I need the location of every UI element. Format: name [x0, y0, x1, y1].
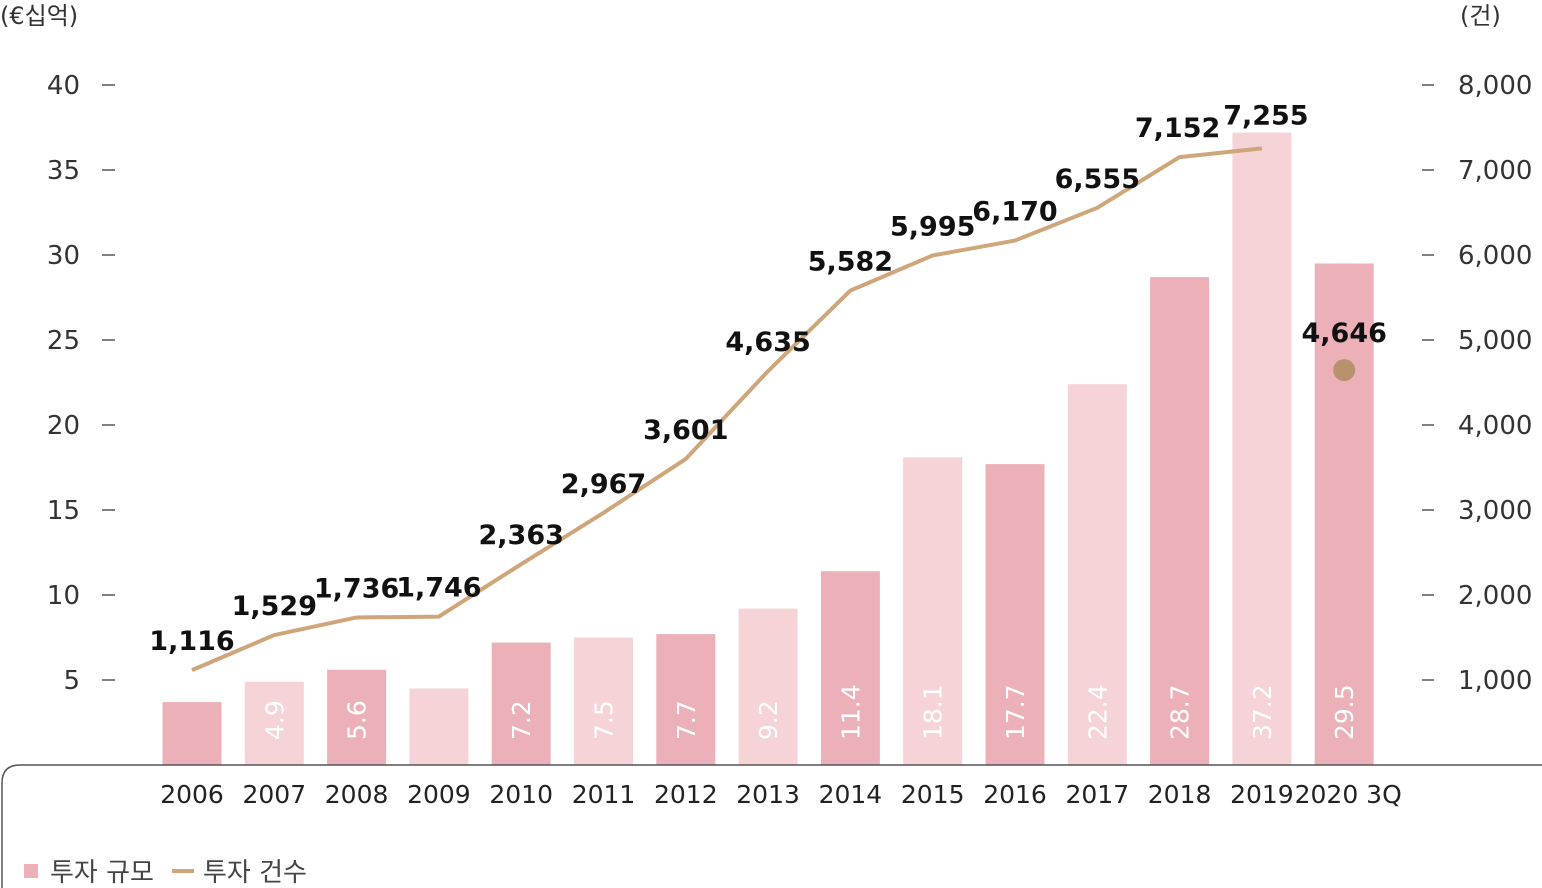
right-tick-label: 8,000 — [1458, 71, 1532, 101]
category-label: 2006 — [160, 780, 224, 809]
line-value-label: 3,601 — [643, 415, 728, 446]
right-axis-unit: (건) — [1460, 2, 1501, 30]
bar-2008 — [327, 669, 387, 765]
bar-value-label: 11.4 — [836, 684, 865, 740]
category-labels: 2006 2007 2008 2009 2010 2011 2012 2013 2014 2015… — [160, 780, 1402, 809]
line-value-label: 2,967 — [561, 469, 646, 500]
axis-baseline — [1, 764, 1542, 888]
bar-value-label: 7.7 — [672, 700, 701, 740]
bar-value-label: 9.2 — [754, 700, 783, 740]
line-value-label: 1,746 — [396, 573, 481, 604]
right-tick-label: 6,000 — [1458, 241, 1532, 271]
bar-2019 — [1232, 132, 1292, 766]
bar-2013 — [738, 608, 798, 765]
line-value-label: 1,529 — [232, 591, 317, 622]
left-tick-label: 25 — [47, 326, 80, 356]
line-value-label: 6,555 — [1055, 164, 1140, 195]
category-label: 2014 — [819, 780, 883, 809]
line-series — [191, 146, 1263, 672]
category-label: 2011 — [572, 780, 636, 809]
category-label: 2010 — [489, 780, 553, 809]
line-value-label: 7,152 — [1135, 113, 1220, 144]
right-tick-label: 2,000 — [1458, 581, 1532, 611]
line-value-label: 7,255 — [1223, 100, 1308, 131]
bar-2020-3Q — [1314, 263, 1374, 765]
bar-2009 — [409, 688, 469, 765]
left-tick-label: 40 — [47, 71, 80, 101]
left-tick-label: 10 — [47, 581, 80, 611]
bar-value-label: 7.2 — [507, 700, 536, 740]
category-label: 2008 — [325, 780, 389, 809]
line-value-label: 1,736 — [314, 573, 399, 604]
category-label: 2020 3Q — [1295, 780, 1402, 809]
category-label: 2007 — [242, 780, 306, 809]
bar-2010 — [491, 642, 551, 765]
right-tick-label: 4,000 — [1458, 411, 1532, 441]
bar-value-label: 37.2 — [1248, 684, 1277, 740]
bar-value-label: 17.7 — [1001, 684, 1030, 740]
bar-value-label: 5.6 — [343, 700, 372, 740]
legend-square-icon — [24, 864, 38, 878]
right-tick-label: 7,000 — [1458, 156, 1532, 186]
bar-value-label: 18.1 — [919, 684, 948, 740]
left-tick-label: 20 — [47, 411, 80, 441]
bar-2006 — [162, 702, 222, 765]
bars-group: 3.74.9 5.64.57.2 7.5 7.7 9.2 11.4 18.1 17.7 22.4… — [162, 132, 1374, 766]
category-label: 2012 — [654, 780, 718, 809]
bar-2017 — [1067, 384, 1127, 765]
bar-2012 — [656, 634, 716, 765]
left-tick-label: 30 — [47, 241, 80, 271]
bar-2018 — [1150, 277, 1210, 765]
left-tick-label: 5 — [63, 666, 80, 696]
bar-2016 — [985, 464, 1045, 765]
line-value-label: 1,116 — [149, 626, 234, 657]
legend-label-line: 투자 건수 — [203, 858, 307, 888]
plot-frame — [1, 764, 1542, 888]
bar-2015 — [903, 457, 963, 765]
category-label: 2015 — [901, 780, 965, 809]
bar-value-label: 22.4 — [1083, 684, 1112, 740]
left-tick-label: 15 — [47, 496, 80, 526]
bar-value-label: 4.5 — [425, 622, 454, 662]
bar-value-label: 29.5 — [1330, 684, 1359, 740]
bar-2007 — [244, 681, 304, 765]
right-axis: 8,000 7,000 6,000 5,000 4,000 3,000 2,000 1,000 — [1422, 71, 1532, 696]
left-axis-unit: (€십억) — [0, 2, 78, 30]
line-point-2020-3q — [1333, 359, 1356, 382]
category-label: 2009 — [407, 780, 471, 809]
category-label: 2019 — [1230, 780, 1294, 809]
legend-label-bars: 투자 규모 — [50, 858, 154, 888]
right-tick-label: 3,000 — [1458, 496, 1532, 526]
category-label: 2016 — [983, 780, 1047, 809]
legend: 투자 규모 투자 건수 — [24, 858, 307, 888]
bar-2014 — [820, 571, 880, 765]
right-tick-label: 1,000 — [1458, 666, 1532, 696]
line-value-label: 6,170 — [972, 197, 1057, 228]
line-value-label: 4,646 — [1301, 318, 1386, 349]
line-value-label: 5,582 — [808, 247, 893, 278]
category-label: 2013 — [736, 780, 800, 809]
left-tick-label: 35 — [47, 156, 80, 186]
left-axis: 40 35 30 25 20 15 10 5 — [47, 71, 115, 696]
right-tick-label: 5,000 — [1458, 326, 1532, 356]
bar-2011 — [574, 637, 633, 765]
line-value-label: 5,995 — [890, 211, 975, 242]
line-value-label: 4,635 — [725, 327, 810, 358]
bar-value-label: 28.7 — [1166, 684, 1195, 740]
category-label: 2017 — [1065, 780, 1129, 809]
category-label: 2018 — [1148, 780, 1212, 809]
bar-value-label: 4.9 — [260, 700, 289, 740]
line-value-label: 2,363 — [478, 520, 563, 551]
bar-value-label: 7.5 — [590, 700, 619, 740]
